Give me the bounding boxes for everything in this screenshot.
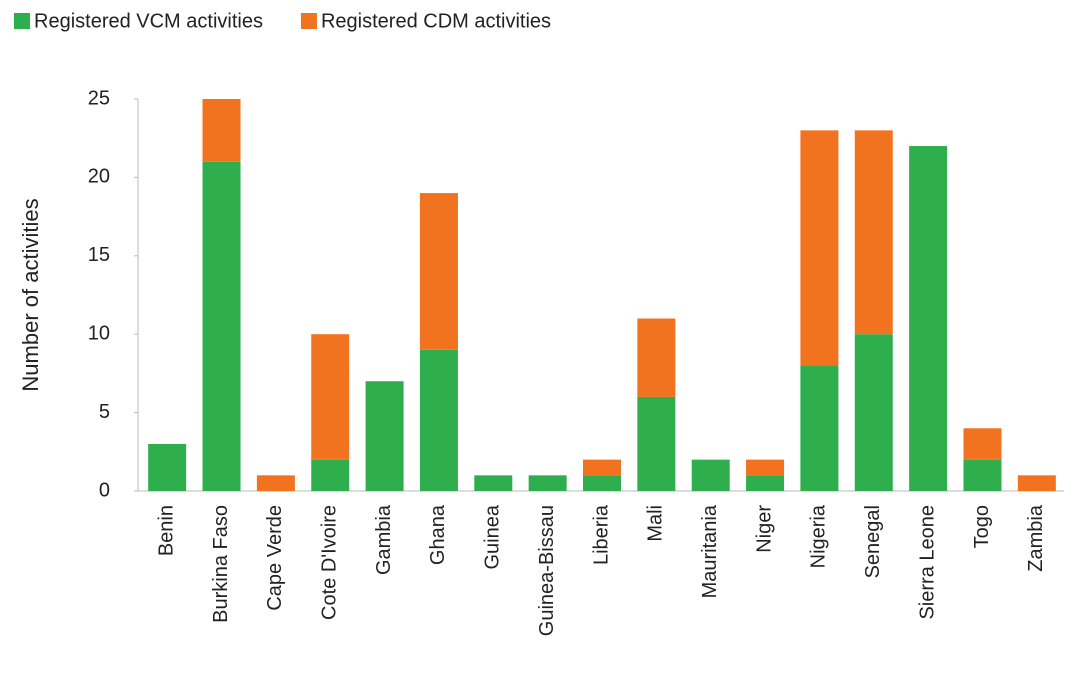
- bar-segment: [474, 475, 513, 491]
- y-tick-label: 15: [88, 244, 110, 266]
- x-tick-label: Gambia: [373, 504, 395, 575]
- bar-segment: [202, 99, 241, 162]
- x-tick-label: Togo: [971, 505, 993, 548]
- bar-segment: [419, 193, 458, 350]
- y-tick-label: 25: [88, 87, 110, 109]
- x-tick-label: Cape Verde: [264, 505, 286, 611]
- bar-segment: [583, 459, 621, 476]
- x-tick-label: Burkina Faso: [210, 505, 232, 623]
- bar-segment: [637, 318, 676, 397]
- y-tick-label: 0: [99, 479, 110, 501]
- bar-segment: [691, 459, 730, 491]
- bar-segment: [909, 146, 948, 492]
- bar-segment: [202, 161, 241, 491]
- x-tick-label: Sierra Leone: [916, 505, 938, 620]
- x-tick-label: Ghana: [427, 504, 449, 565]
- bar-segment: [311, 459, 350, 491]
- bar-segment: [148, 443, 187, 491]
- x-tick-label: Mali: [645, 505, 667, 542]
- x-tick-label: Mauritania: [699, 504, 721, 598]
- bar-segment: [746, 459, 785, 476]
- y-tick-label: 10: [88, 322, 110, 344]
- bar-segment: [583, 475, 621, 491]
- x-tick-label: Benin: [155, 505, 177, 556]
- x-tick-label: Guinea: [482, 504, 504, 569]
- legend-label: Registered VCM activities: [34, 10, 263, 32]
- x-tick-label: Guinea-Bissau: [536, 505, 558, 636]
- bar-segment: [1017, 475, 1056, 491]
- bar-segment: [963, 459, 1002, 491]
- bar-segment: [746, 475, 785, 491]
- x-tick-label: Cote D'Ivoire: [319, 505, 341, 620]
- x-tick-label: Niger: [753, 505, 775, 553]
- bar-segment: [365, 381, 404, 491]
- bar-segment: [800, 365, 839, 491]
- y-tick-label: 20: [88, 166, 110, 188]
- x-tick-label: Liberia: [590, 504, 612, 565]
- x-tick-label: Nigeria: [808, 504, 830, 568]
- bar-segment: [637, 396, 676, 491]
- legend-swatch: [14, 13, 30, 29]
- bar-segment: [528, 475, 567, 491]
- bar-segment: [311, 334, 350, 460]
- legend-swatch: [300, 13, 317, 29]
- x-tick-label: Senegal: [862, 505, 884, 578]
- y-tick-label: 5: [99, 401, 110, 423]
- bar-segment: [419, 349, 458, 491]
- y-axis-label: Number of activities: [18, 198, 43, 391]
- bar-segment: [963, 428, 1002, 460]
- bar-segment: [854, 130, 893, 335]
- legend-label: Registered CDM activities: [321, 10, 551, 32]
- x-tick-label: Zambia: [1025, 504, 1047, 572]
- bar-segment: [854, 334, 893, 491]
- bar-segment: [256, 475, 295, 491]
- bar-segment: [800, 130, 839, 366]
